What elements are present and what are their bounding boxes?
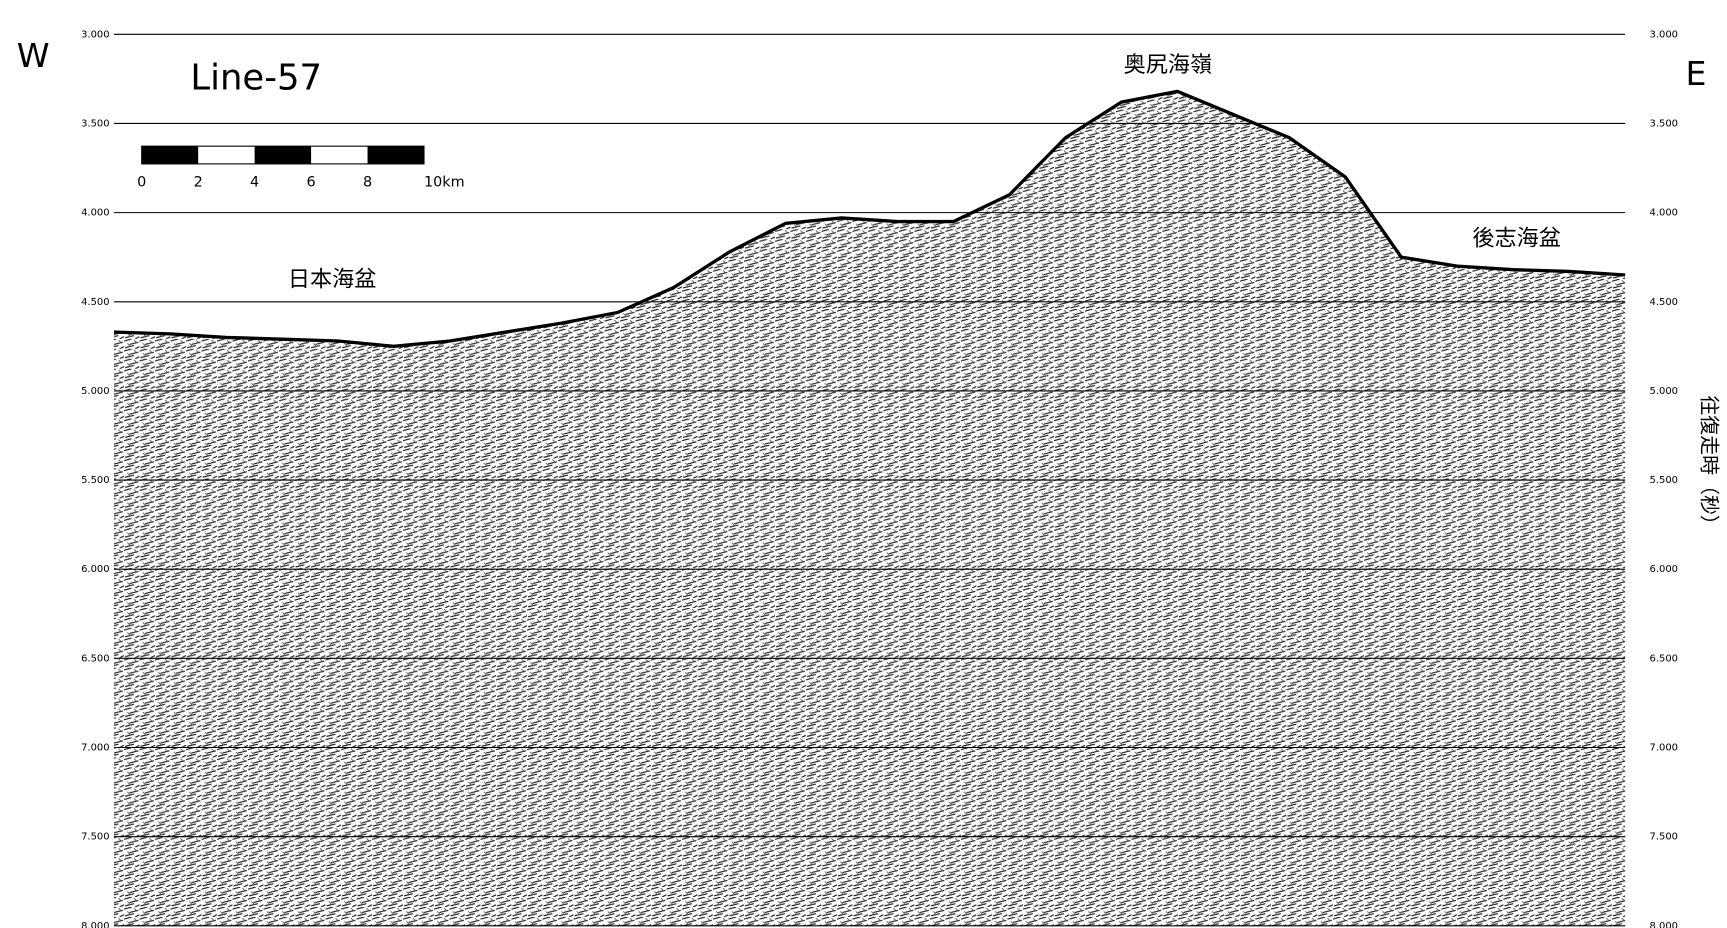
scale-bar-segment xyxy=(142,146,198,164)
y-tick-label: 7.500 xyxy=(81,832,109,843)
page: {"chart_data": {"type": "seismic", "titl… xyxy=(0,0,1727,928)
y-tick-label: 6.000 xyxy=(81,564,109,575)
scale-label: 8 xyxy=(363,175,372,191)
y-tick-label: 3.000 xyxy=(81,29,109,40)
scale-label: 4 xyxy=(250,175,259,191)
direction-right: E xyxy=(1686,54,1707,93)
scale-bar-segment xyxy=(255,146,311,164)
chart: W E Line-57 日本海盆 奥尻海嶺 後志海盆 往復走時（秒） 0 2 4 6 8… xyxy=(0,0,1727,928)
y-tick-label: 5.500 xyxy=(1650,475,1678,486)
y-axis-label: 往復走時（秒） xyxy=(1698,395,1721,534)
scale-bar xyxy=(142,146,424,164)
y-tick-label: 4.000 xyxy=(81,208,109,219)
scale-label: 0 xyxy=(137,175,146,191)
scale-label: 10km xyxy=(424,175,465,191)
annotation: 奥尻海嶺 xyxy=(1124,52,1212,78)
y-tick-label: 8.000 xyxy=(81,921,109,928)
y-tick-label: 7.000 xyxy=(81,742,109,753)
y-tick-label: 7.500 xyxy=(1650,832,1678,843)
direction-left: W xyxy=(17,36,50,75)
y-tick-label: 5.000 xyxy=(81,386,109,397)
annotation: 後志海盆 xyxy=(1472,226,1560,252)
chart-title: Line-57 xyxy=(190,58,322,99)
y-tick-label: 7.000 xyxy=(1650,742,1678,753)
y-tick-label: 6.000 xyxy=(1650,564,1678,575)
scale-bar-segment xyxy=(368,146,424,164)
y-tick-label: 4.500 xyxy=(1650,297,1678,308)
y-tick-label: 3.000 xyxy=(1650,29,1678,40)
subsurface-texture xyxy=(114,91,1625,925)
scale-label: 2 xyxy=(194,175,203,191)
y-tick-label: 3.500 xyxy=(1650,118,1678,129)
y-tick-label: 3.500 xyxy=(81,118,109,129)
y-tick-label: 6.500 xyxy=(1650,653,1678,664)
y-tick-label: 5.500 xyxy=(81,475,109,486)
y-tick-label: 8.000 xyxy=(1650,921,1678,928)
annotation: 日本海盆 xyxy=(288,267,376,293)
y-tick-label: 5.000 xyxy=(1650,386,1678,397)
y-tick-label: 6.500 xyxy=(81,653,109,664)
plot-area xyxy=(114,91,1625,925)
scale-label: 6 xyxy=(307,175,316,191)
y-tick-label: 4.500 xyxy=(81,297,109,308)
scale-labels: 0 2 4 6 8 10km xyxy=(137,175,464,191)
y-tick-label: 4.000 xyxy=(1650,208,1678,219)
